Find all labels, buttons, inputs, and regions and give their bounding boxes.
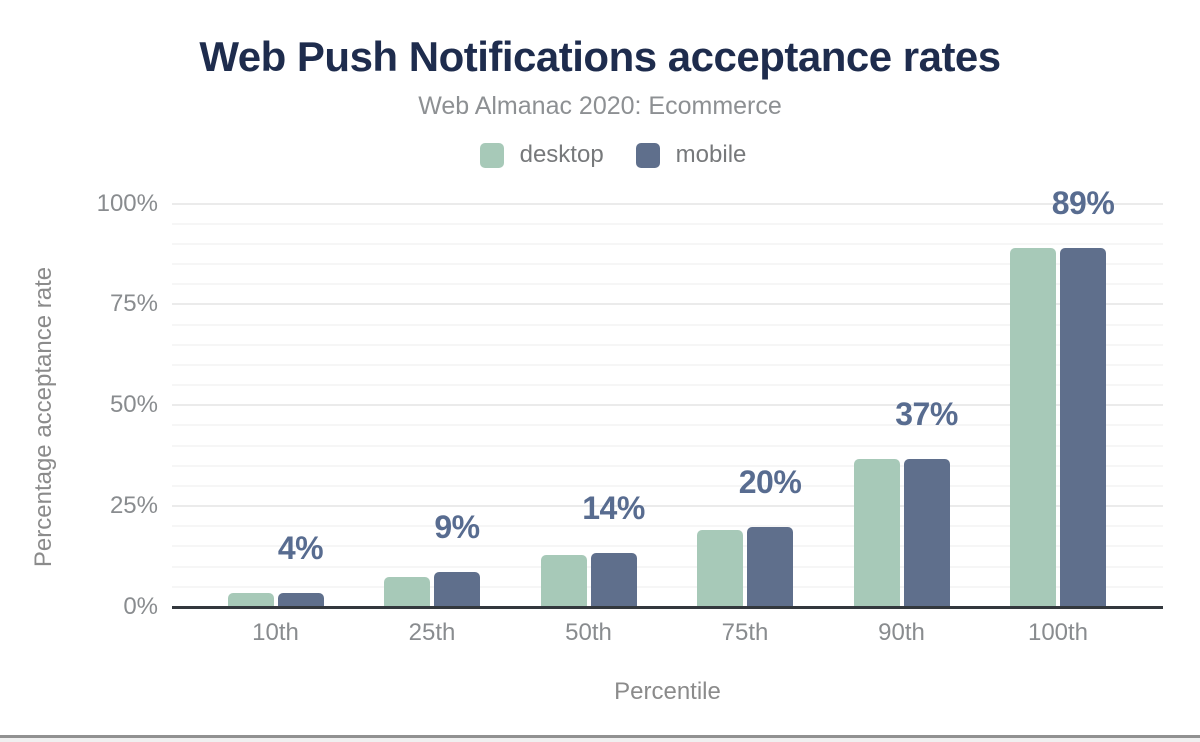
- bar-mobile-75th[interactable]: [747, 527, 793, 607]
- gridline-5: [172, 585, 1163, 588]
- gridline-85: [172, 263, 1163, 266]
- y-tick-label: 50%: [109, 391, 158, 419]
- bar-mobile-50th[interactable]: [590, 552, 637, 607]
- gridline-20: [172, 525, 1163, 528]
- gridline-25: [172, 505, 1163, 508]
- x-tick-label-100th: 100th: [1027, 619, 1089, 646]
- gridline-45: [172, 424, 1163, 427]
- legend-item-mobile[interactable]: mobile: [635, 141, 747, 169]
- x-tick-label-75th: 75th: [721, 619, 769, 646]
- gridline-50: [172, 404, 1163, 407]
- data-label-90th: 37%: [895, 396, 958, 433]
- bar-desktop-50th[interactable]: [540, 555, 587, 607]
- mobile-swatch-icon: [635, 142, 660, 168]
- bar-mobile-10th[interactable]: [277, 592, 324, 607]
- chart-legend: desktop mobile: [0, 141, 1200, 169]
- data-label-10th: 4%: [277, 529, 324, 566]
- x-tick-label-25th: 25th: [408, 619, 456, 646]
- gridline-70: [172, 323, 1163, 326]
- y-tick-label: 25%: [109, 492, 158, 520]
- plot-area: 4% 9% 14% 20% 37% 89%: [172, 185, 1163, 607]
- bar-desktop-90th[interactable]: [853, 458, 900, 607]
- data-label-75th: 20%: [738, 464, 802, 501]
- y-tick-label: 0%: [123, 593, 158, 620]
- gridline-65: [172, 343, 1163, 346]
- gridline-35: [172, 464, 1163, 467]
- x-axis-title: Percentile: [614, 678, 721, 705]
- gridline-90: [172, 242, 1163, 245]
- bar-mobile-25th[interactable]: [434, 572, 480, 607]
- x-tick-label-50th: 50th: [565, 619, 612, 646]
- legend-item-desktop[interactable]: desktop: [479, 141, 604, 169]
- legend-label-mobile: mobile: [675, 141, 747, 168]
- x-tick-label-90th: 90th: [878, 619, 925, 646]
- gridline-55: [172, 384, 1163, 387]
- bar-mobile-100th[interactable]: [1060, 248, 1106, 607]
- data-label-100th: 89%: [1051, 185, 1115, 222]
- data-label-25th: 9%: [434, 509, 480, 546]
- footer-divider: [0, 735, 1200, 738]
- data-label-50th: 14%: [582, 489, 645, 526]
- x-tick-label-10th: 10th: [252, 619, 299, 646]
- chart-subtitle: Web Almanac 2020: Ecommerce: [418, 92, 782, 120]
- footer-strip: [0, 738, 1200, 742]
- bar-desktop-10th[interactable]: [227, 593, 274, 607]
- gridline-30: [172, 484, 1163, 487]
- gridline-15: [172, 545, 1163, 548]
- gridline-80: [172, 283, 1163, 286]
- bar-mobile-90th[interactable]: [903, 459, 950, 607]
- bar-desktop-100th[interactable]: [1010, 248, 1056, 607]
- gridline-100: [172, 202, 1163, 205]
- legend-label-desktop: desktop: [519, 141, 604, 168]
- gridline-60: [172, 363, 1163, 366]
- gridline-75: [172, 303, 1163, 306]
- x-axis-line: [172, 606, 1163, 609]
- gridline-10: [172, 565, 1163, 568]
- y-tick-label: 100%: [96, 189, 158, 217]
- y-tick-label: 75%: [109, 290, 158, 318]
- bar-desktop-75th[interactable]: [697, 529, 743, 607]
- desktop-swatch-icon: [479, 142, 504, 168]
- chart-title: Web Push Notifications acceptance rates: [199, 33, 1001, 80]
- gridline-40: [172, 444, 1163, 447]
- bar-desktop-25th[interactable]: [384, 576, 430, 607]
- gridline-95: [172, 222, 1163, 225]
